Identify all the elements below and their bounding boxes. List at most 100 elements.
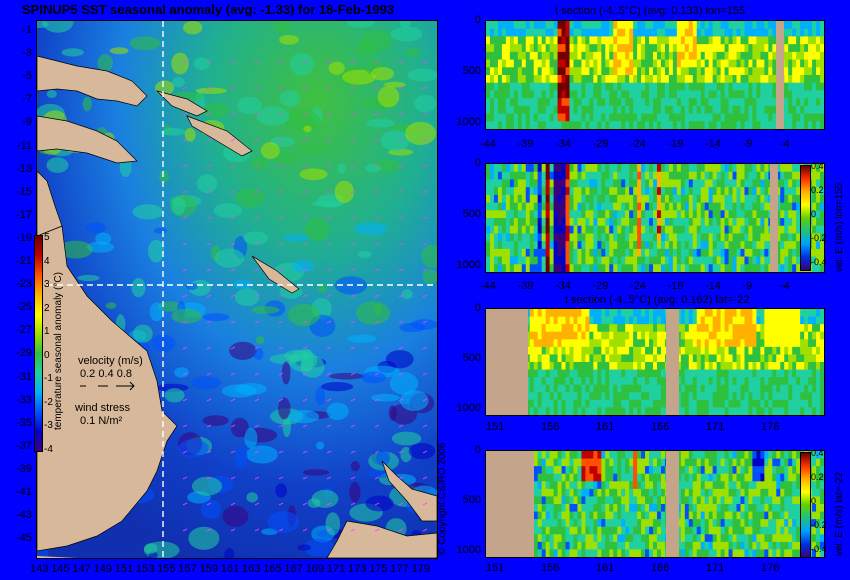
section-cell — [800, 392, 805, 401]
section-cell — [784, 324, 789, 333]
section-cell — [621, 75, 626, 84]
section-cell — [557, 481, 563, 490]
section-cell — [641, 194, 646, 204]
section-cell — [537, 210, 543, 219]
section-cell — [557, 339, 563, 348]
section-cell — [557, 241, 563, 250]
eddy — [255, 336, 265, 345]
wind-vector — [230, 372, 236, 376]
section-cell — [601, 121, 606, 129]
section-cell — [804, 82, 809, 91]
eddy — [178, 439, 209, 458]
section-cell — [792, 179, 797, 188]
velocity-legend-label: velocity (m/s) — [78, 355, 143, 367]
section-cell — [676, 362, 682, 371]
section-cell — [549, 218, 555, 227]
section-cell — [756, 179, 761, 188]
section-cell — [541, 384, 547, 393]
section-cell — [784, 51, 789, 61]
section-cell — [501, 44, 507, 53]
eddy — [174, 367, 189, 378]
section-cell — [820, 59, 824, 68]
section-cell — [736, 82, 741, 91]
section-cell — [724, 113, 730, 122]
section-cell — [637, 526, 642, 535]
section-cell — [668, 225, 674, 234]
wind-vector — [254, 164, 260, 168]
section-cell — [808, 324, 813, 333]
section-cell — [724, 526, 730, 535]
section-cell — [553, 28, 559, 37]
section-cell — [649, 82, 654, 91]
section-cell — [728, 36, 734, 45]
section-cell — [708, 105, 714, 115]
section-cell — [732, 218, 738, 227]
section-cell — [597, 458, 602, 467]
section-cell — [744, 264, 749, 272]
section-cell — [493, 233, 499, 242]
section-cell — [605, 377, 610, 386]
section-cell — [653, 339, 658, 348]
section-cell — [597, 384, 602, 393]
section-cell — [692, 67, 698, 76]
section-land — [770, 164, 778, 272]
section-cell — [561, 98, 567, 107]
section-cell — [569, 36, 574, 45]
section-cell — [649, 392, 654, 401]
section-cell — [621, 202, 626, 211]
section-cell — [772, 21, 777, 30]
section-cell — [585, 202, 590, 211]
section-cell — [760, 331, 765, 340]
section-cell — [621, 82, 626, 91]
section-cell — [696, 541, 702, 550]
section-cell — [609, 481, 614, 490]
section-cell — [561, 331, 567, 340]
section-cell — [629, 194, 634, 204]
section-cell — [696, 519, 702, 528]
map-x-tick: 157 — [178, 563, 197, 575]
section-cell — [684, 248, 690, 258]
section-cell — [804, 384, 809, 393]
section-cell — [533, 233, 539, 242]
wind-vector — [206, 346, 212, 350]
section-cell — [808, 377, 813, 386]
section-cell — [537, 354, 543, 363]
section-cell — [509, 82, 515, 91]
section-cell — [641, 233, 646, 242]
section-cell — [565, 354, 571, 363]
section-cell — [724, 504, 730, 513]
section-cell — [589, 202, 594, 211]
section-cell — [768, 44, 773, 53]
section-cell — [553, 324, 559, 333]
section-cell — [633, 121, 638, 129]
section-cell — [581, 241, 586, 250]
section-cell — [549, 225, 555, 234]
wind-vector — [182, 112, 188, 116]
section-cell — [744, 309, 749, 318]
section-cell — [577, 519, 582, 528]
section-cell — [808, 369, 813, 378]
section-cell — [804, 369, 809, 378]
section-cell — [497, 21, 503, 30]
section-cell — [609, 526, 614, 535]
section-cell — [752, 210, 757, 219]
section-cell — [676, 384, 682, 393]
section-cell — [800, 346, 805, 355]
section-cell — [609, 519, 614, 528]
section-cell — [664, 105, 670, 115]
section-cell — [565, 171, 571, 180]
section-cell — [764, 98, 769, 107]
section-cell — [712, 309, 718, 318]
wind-vector — [182, 242, 188, 246]
section-cell — [541, 82, 547, 91]
map-y-tick: -33 — [16, 393, 32, 406]
section-cell — [772, 339, 777, 348]
section-cell — [736, 331, 741, 340]
section-cell — [629, 354, 634, 363]
section-cell — [545, 384, 551, 393]
section-cell — [529, 225, 535, 234]
section-cell — [497, 90, 503, 99]
section-cell — [545, 549, 551, 557]
section-cell — [541, 346, 547, 355]
section-cell — [645, 179, 650, 188]
